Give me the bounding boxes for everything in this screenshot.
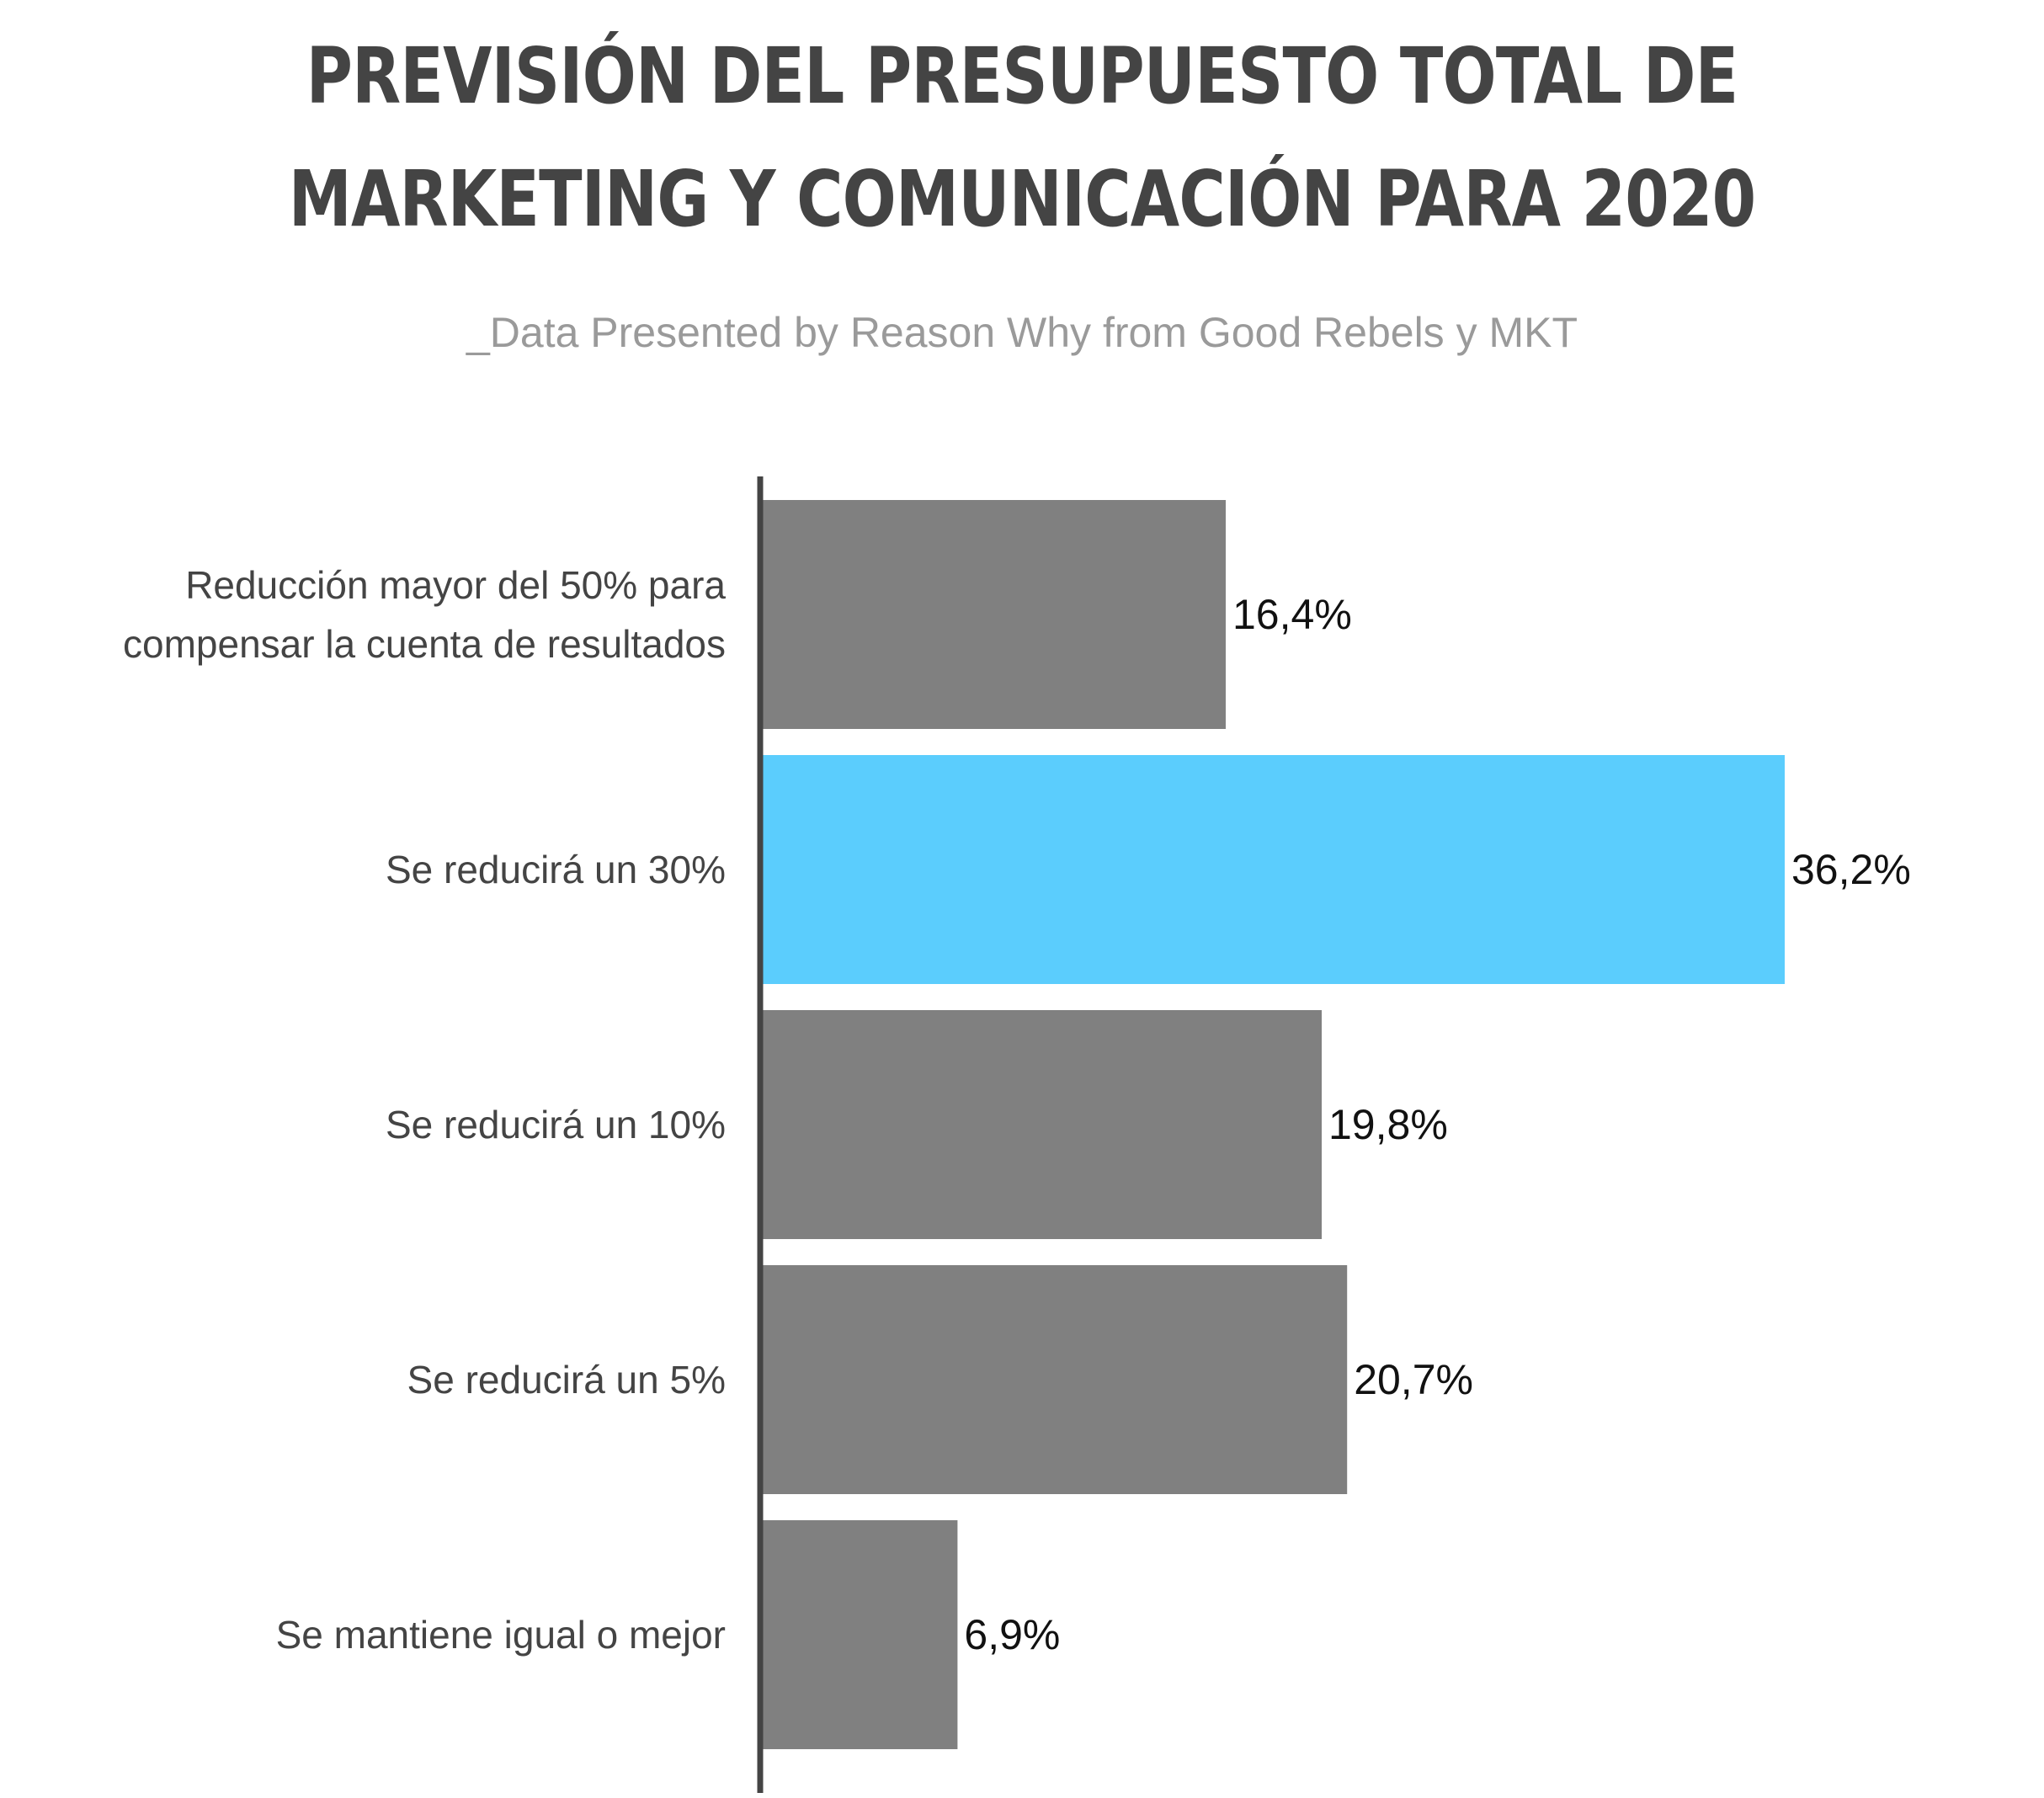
bar-1: [763, 500, 1226, 729]
category-label-4: Se reducirá un 5%: [407, 1358, 726, 1402]
chart-title: PREVISIÓN DEL PRESUPUESTO TOTAL DE MARKE…: [0, 15, 2044, 261]
labels-group: 16,4% Reducción mayor del 50% para compens…: [123, 563, 1911, 1658]
value-label-3: 19,8%: [1328, 1101, 1448, 1148]
value-label-1: 16,4%: [1232, 591, 1352, 638]
value-label-2: 36,2%: [1791, 846, 1911, 893]
bar-3: [763, 1010, 1322, 1239]
value-label-4: 20,7%: [1354, 1356, 1473, 1403]
category-label-3: Se reducirá un 10%: [386, 1103, 726, 1146]
chart-title-line-1: PREVISIÓN DEL PRESUPUESTO TOTAL DE: [306, 31, 1739, 121]
bars-group: [763, 500, 1785, 1749]
category-label-2: Se reducirá un 30%: [386, 848, 726, 891]
bar-2: [763, 755, 1785, 984]
value-label-5: 6,9%: [964, 1611, 1060, 1658]
bar-4: [763, 1265, 1348, 1494]
category-label-5: Se mantiene igual o mejor: [276, 1613, 726, 1657]
chart-title-line-2: MARKETING Y COMUNICACIÓN PARA 2020: [288, 154, 1756, 244]
bar-5: [763, 1520, 958, 1749]
chart-subtitle: _Data Presented by Reason Why from Good …: [466, 309, 1578, 356]
category-label-1-line-2: compensar la cuenta de resultados: [123, 622, 726, 666]
category-label-1-line-1: Reducción mayor del 50% para: [185, 563, 726, 607]
